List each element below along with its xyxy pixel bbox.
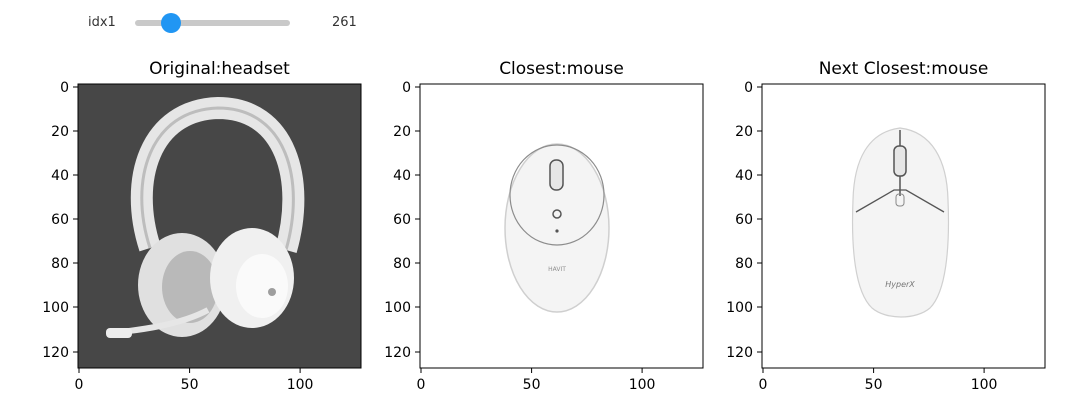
x-tick-label: 100 xyxy=(287,377,314,393)
gaming-mouse-brand-text: HyperX xyxy=(885,280,915,289)
y-tick-label: 80 xyxy=(393,256,411,272)
y-tick-label: 80 xyxy=(51,256,69,272)
x-tick-label: 50 xyxy=(865,377,883,393)
y-tick-label: 60 xyxy=(51,212,69,228)
x-tick-label: 0 xyxy=(417,377,426,393)
y-tick-label: 20 xyxy=(393,124,411,140)
figure-canvas: Original:headset Closest:mouse xyxy=(42,59,1046,393)
y-tick-label: 20 xyxy=(735,124,753,140)
x-tick-label: 0 xyxy=(759,377,768,393)
mouse-brand-text: HAVIT xyxy=(548,266,566,273)
y-tick-label: 100 xyxy=(42,300,69,316)
panel-closest: Closest:mouse HAVIT xyxy=(419,59,704,369)
x-tick-label: 100 xyxy=(629,377,656,393)
slider-label: idx1 xyxy=(88,15,116,30)
y-tick-label: 0 xyxy=(402,80,411,96)
y-tick-label: 0 xyxy=(744,80,753,96)
y-tick-label: 100 xyxy=(384,300,411,316)
mouse-image: HAVIT xyxy=(420,84,703,368)
y-tick-label: 60 xyxy=(735,212,753,228)
slider-thumb[interactable] xyxy=(160,13,181,33)
y-tick-label: 80 xyxy=(735,256,753,272)
y-tick-label: 0 xyxy=(60,80,69,96)
panel-title: Original:headset xyxy=(149,59,290,79)
x-tick-label: 50 xyxy=(523,377,541,393)
panel-title: Next Closest:mouse xyxy=(819,59,989,79)
y-tick-label: 120 xyxy=(384,345,411,361)
x-tick-label: 50 xyxy=(181,377,199,393)
y-tick-label: 60 xyxy=(393,212,411,228)
index-slider-widget: idx1 261 xyxy=(0,0,420,46)
axis-ticks: 0 20 40 60 80 100 120 0 50 100 0 20 40 60 80 100 120 0 50 1… xyxy=(42,80,997,393)
slider-value: 261 xyxy=(332,15,357,30)
y-tick-label: 120 xyxy=(726,345,753,361)
y-tick-label: 40 xyxy=(51,168,69,184)
panel-original: Original:headset xyxy=(77,59,362,369)
y-tick-label: 100 xyxy=(726,300,753,316)
y-tick-label: 20 xyxy=(51,124,69,140)
x-tick-label: 100 xyxy=(971,377,998,393)
y-tick-label: 40 xyxy=(393,168,411,184)
x-tick-label: 0 xyxy=(75,377,84,393)
headset-image xyxy=(78,84,361,368)
slider-track[interactable] xyxy=(135,13,290,33)
panel-next-closest: Next Closest:mouse HyperX xyxy=(761,59,1046,369)
figure: Original:headset Closest:mouse xyxy=(0,46,1078,414)
gaming-mouse-image: HyperX xyxy=(762,84,1045,368)
y-tick-label: 40 xyxy=(735,168,753,184)
y-tick-label: 120 xyxy=(42,345,69,361)
panel-title: Closest:mouse xyxy=(499,59,624,79)
